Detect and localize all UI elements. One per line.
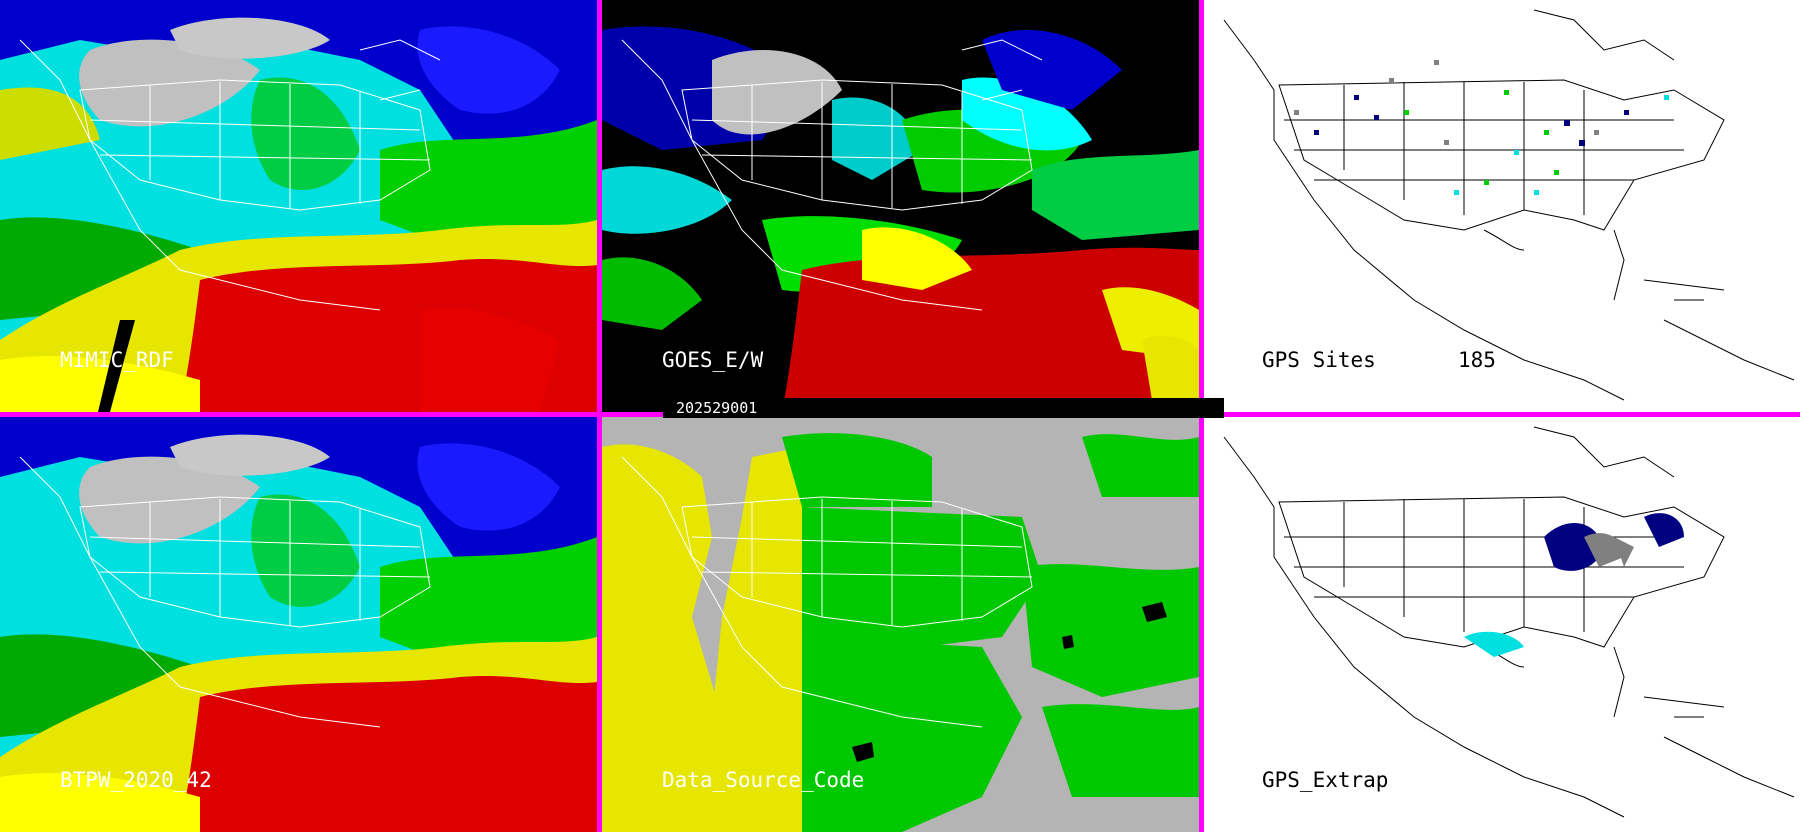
panel-label-mimic-rdf: MIMIC_RDF: [60, 348, 174, 372]
panel-label-gps-sites: GPS Sites: [1262, 348, 1376, 372]
gps-extrap-map: [1204, 417, 1800, 832]
data-source-code-map: [602, 417, 1199, 832]
gps-site-markers: [1294, 60, 1669, 195]
panel-label-gps-extrap: GPS_Extrap: [1262, 768, 1389, 792]
panel-label-btpw: BTPW_2020_42: [60, 768, 212, 792]
panel-btpw-2020-42: BTPW_2020_42: [0, 417, 597, 832]
btpw-field-map: [0, 417, 597, 832]
panel-mimic-rdf: MIMIC_RDF: [0, 0, 597, 412]
panel-gps-sites: GPS Sites 185: [1204, 0, 1800, 412]
panel-goes-ew: GOES_E/W: [602, 0, 1199, 412]
panel-label-data-source-code: Data_Source_Code: [662, 768, 865, 792]
gps-sites-map: [1204, 0, 1800, 412]
tpw-field-map: [0, 0, 597, 412]
timestamp-bar: 202529001: [663, 398, 1224, 418]
gps-site-count: 185: [1458, 348, 1496, 372]
panel-data-source-code: Data_Source_Code: [602, 417, 1199, 832]
goes-tpw-map: [602, 0, 1199, 412]
panel-gps-extrap: GPS_Extrap: [1204, 417, 1800, 832]
panel-label-goes-ew: GOES_E/W: [662, 348, 764, 372]
